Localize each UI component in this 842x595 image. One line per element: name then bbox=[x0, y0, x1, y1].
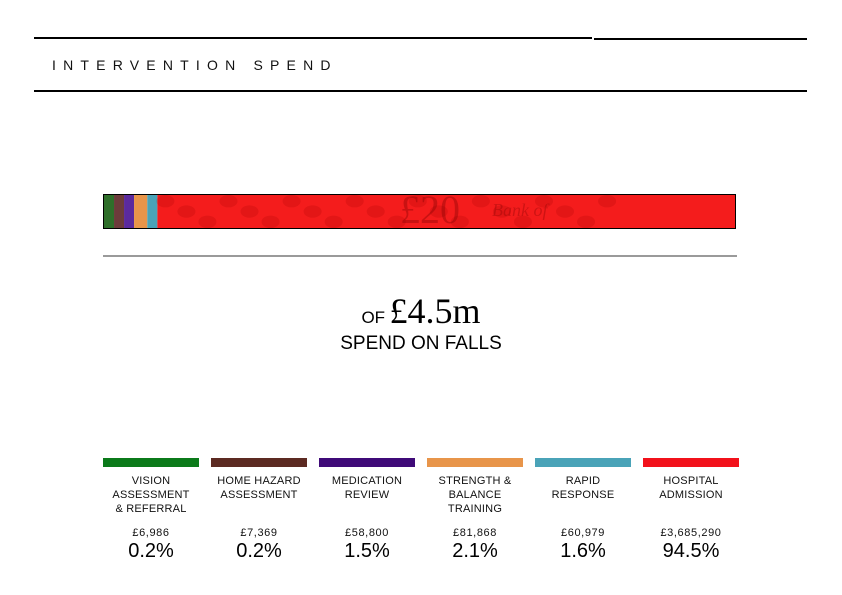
texture-mark bbox=[577, 215, 596, 228]
texture-mark bbox=[471, 195, 490, 208]
legend-label: HOME HAZARD ASSESSMENT bbox=[217, 475, 301, 501]
legend-item-hospital-admission: HOSPITAL ADMISSION £3,685,290 94.5% bbox=[643, 458, 739, 563]
texture-mark bbox=[556, 205, 575, 218]
data-label-amount: £81,868 bbox=[453, 527, 497, 539]
total-spend: OF £4.5m bbox=[0, 290, 842, 332]
texture-mark bbox=[156, 195, 175, 208]
top-rule-left bbox=[34, 37, 592, 39]
texture-mark bbox=[534, 195, 553, 208]
texture-mark bbox=[198, 215, 217, 228]
legend-label: MEDICATION REVIEW bbox=[331, 475, 403, 501]
data-label-percent: 1.5% bbox=[344, 540, 390, 562]
texture-mark bbox=[282, 195, 301, 208]
texture-mark bbox=[303, 205, 322, 218]
data-label-amount: £58,800 bbox=[345, 527, 389, 539]
bar-segment-strength-balance-training bbox=[134, 195, 148, 228]
texture-mark bbox=[324, 215, 343, 228]
legend-swatch bbox=[103, 458, 199, 467]
total-value: £4.5m bbox=[389, 291, 481, 331]
legend-label: HOSPITAL ADMISSION bbox=[659, 475, 723, 501]
banknote-texture bbox=[156, 195, 617, 228]
page-title: INTERVENTION SPEND bbox=[52, 57, 338, 73]
spend-bar-chart bbox=[104, 195, 735, 228]
texture-mark bbox=[366, 205, 385, 218]
legend-item-rapid-response: RAPID RESPONSE £60,979 1.6% bbox=[535, 458, 631, 563]
legend-swatch bbox=[211, 458, 307, 467]
title-bottom-rule bbox=[34, 90, 807, 92]
texture-mark bbox=[492, 205, 511, 218]
legend-label: RAPID RESPONSE bbox=[551, 475, 615, 501]
bar-segment-vision-assessment-referral bbox=[104, 195, 115, 228]
total-subtitle: SPEND ON FALLS bbox=[340, 333, 502, 354]
legend-item-medication: MEDICATION REVIEW £58,800 1.5% bbox=[319, 458, 415, 563]
legend-label: VISION ASSESSMENT & REFERRAL bbox=[112, 475, 190, 515]
data-label-percent: 2.1% bbox=[452, 540, 498, 562]
legend-item-vision: VISION ASSESSMENT & REFERRAL £6,986 0.2% bbox=[103, 458, 199, 563]
bar-segment-medication-review bbox=[124, 195, 135, 228]
data-label-amount: £6,986 bbox=[132, 527, 170, 539]
texture-mark bbox=[219, 195, 238, 208]
banknote-script: Bank of bbox=[492, 200, 548, 220]
legend-item-home-hazard: HOME HAZARD ASSESSMENT £7,369 0.2% bbox=[211, 458, 307, 563]
texture-mark bbox=[387, 215, 406, 228]
texture-mark bbox=[513, 215, 532, 228]
data-label-amount: £3,685,290 bbox=[660, 527, 722, 539]
texture-mark bbox=[261, 215, 280, 228]
bar-segment-hospital-admission bbox=[157, 195, 735, 228]
legend-item-strength-balance: STRENGTH & BALANCE TRAINING £81,868 2.1% bbox=[427, 458, 523, 563]
legend-label: STRENGTH & BALANCE TRAINING bbox=[438, 475, 512, 515]
texture-mark bbox=[240, 205, 259, 218]
legend-swatch bbox=[427, 458, 523, 467]
bar-segment-home-hazard-assessment bbox=[114, 195, 125, 228]
legend-swatch bbox=[535, 458, 631, 467]
bar-segment-rapid-response bbox=[147, 195, 158, 228]
texture-mark bbox=[598, 195, 617, 208]
legend-swatch bbox=[319, 458, 415, 467]
spend-stacked-bar bbox=[103, 194, 736, 229]
data-label-percent: 0.2% bbox=[236, 540, 282, 562]
legend-swatch bbox=[643, 458, 739, 467]
texture-mark bbox=[177, 205, 196, 218]
data-label-percent: 1.6% bbox=[560, 540, 606, 562]
top-rule-right bbox=[594, 38, 807, 40]
texture-mark bbox=[429, 205, 448, 218]
data-label-percent: 94.5% bbox=[662, 540, 720, 562]
data-label-percent: 0.2% bbox=[128, 540, 174, 562]
divider-line bbox=[103, 255, 737, 257]
texture-mark bbox=[450, 215, 469, 228]
texture-mark bbox=[345, 195, 364, 208]
texture-mark bbox=[408, 195, 427, 208]
total-prefix: OF bbox=[361, 308, 386, 327]
data-label-amount: £60,979 bbox=[561, 527, 605, 539]
data-label-amount: £7,369 bbox=[240, 527, 278, 539]
